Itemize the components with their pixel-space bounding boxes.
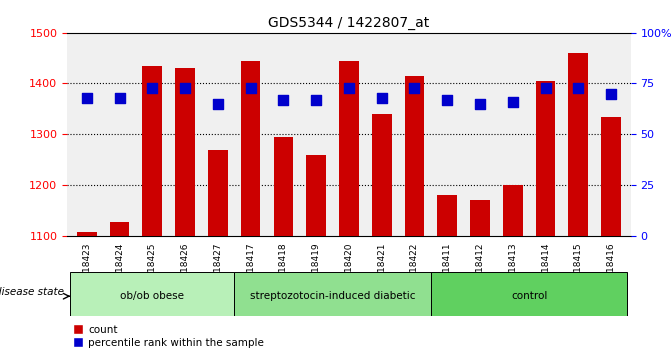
Point xyxy=(442,97,453,103)
Point xyxy=(81,95,92,101)
Text: ob/ob obese: ob/ob obese xyxy=(120,291,185,301)
Bar xyxy=(437,195,457,236)
Point xyxy=(180,85,191,90)
Bar xyxy=(175,68,195,236)
Point xyxy=(278,97,289,103)
Point xyxy=(114,95,125,101)
Title: GDS5344 / 1422807_at: GDS5344 / 1422807_at xyxy=(268,16,429,30)
Bar xyxy=(372,114,391,236)
Point xyxy=(606,91,617,97)
Bar xyxy=(503,185,523,236)
Text: control: control xyxy=(511,291,548,301)
Bar xyxy=(77,232,97,236)
Point xyxy=(573,85,584,90)
FancyBboxPatch shape xyxy=(431,272,627,316)
Bar xyxy=(109,222,130,236)
Text: disease state: disease state xyxy=(0,287,64,297)
Text: streptozotocin-induced diabetic: streptozotocin-induced diabetic xyxy=(250,291,415,301)
Bar xyxy=(274,137,293,236)
Bar xyxy=(307,155,326,236)
Point xyxy=(474,101,485,107)
Bar xyxy=(339,61,359,236)
Bar xyxy=(568,53,588,236)
FancyBboxPatch shape xyxy=(70,272,234,316)
Bar xyxy=(208,150,227,236)
Bar xyxy=(470,200,490,236)
Bar xyxy=(142,66,162,236)
Point xyxy=(213,101,223,107)
Bar xyxy=(241,61,260,236)
Point xyxy=(311,97,321,103)
Legend: count, percentile rank within the sample: count, percentile rank within the sample xyxy=(72,325,264,348)
Point xyxy=(147,85,158,90)
Point xyxy=(376,95,387,101)
Bar xyxy=(405,76,424,236)
Point xyxy=(245,85,256,90)
FancyBboxPatch shape xyxy=(234,272,431,316)
Bar xyxy=(601,117,621,236)
Point xyxy=(409,85,420,90)
Point xyxy=(344,85,354,90)
Point xyxy=(540,85,551,90)
Point xyxy=(507,99,518,105)
Bar xyxy=(535,81,556,236)
